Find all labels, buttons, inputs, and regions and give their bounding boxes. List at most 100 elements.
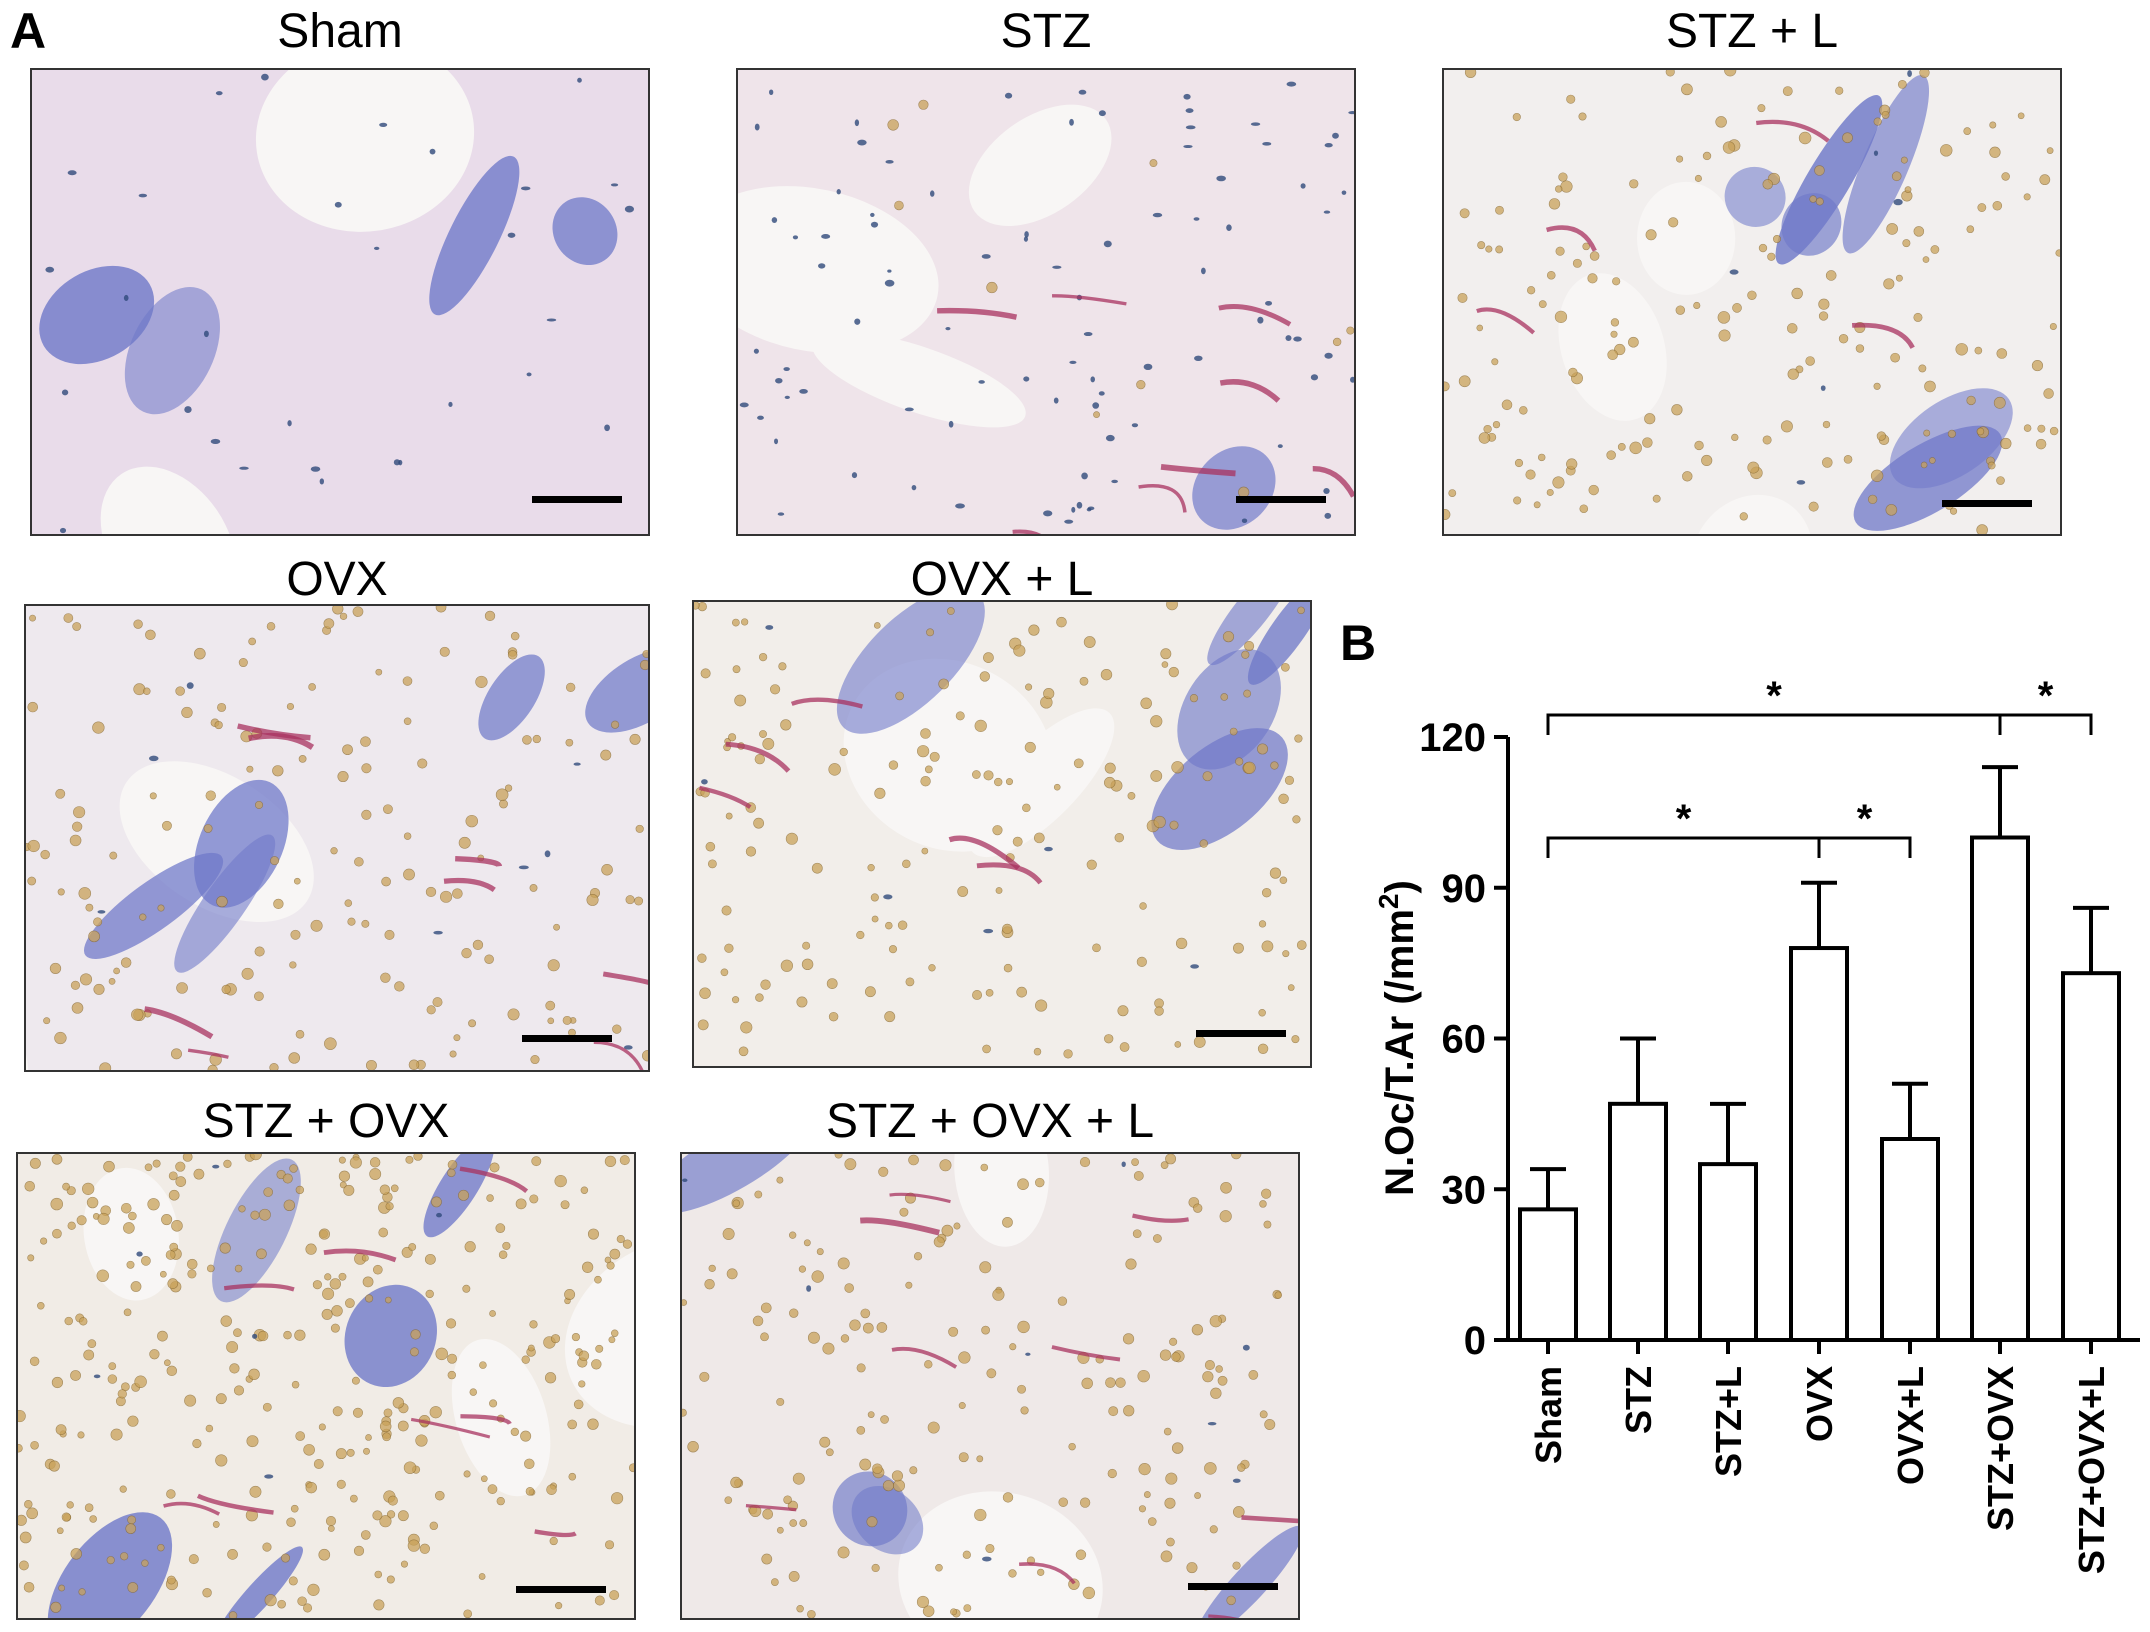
- blood-cell: [1757, 104, 1766, 113]
- blood-cell: [133, 683, 146, 696]
- blood-cell: [1996, 348, 2008, 359]
- marrow-space: [255, 70, 475, 232]
- blood-cell: [1259, 1410, 1268, 1419]
- blood-cell: [64, 1316, 73, 1326]
- blood-cell: [307, 1583, 320, 1596]
- blood-cell: [1171, 761, 1184, 774]
- blood-cell: [147, 1198, 160, 1211]
- blood-cell: [463, 1470, 471, 1478]
- blood-cell: [187, 1269, 197, 1279]
- blood-cell: [1681, 83, 1693, 96]
- blood-cell: [1219, 1210, 1232, 1223]
- blood-cell: [731, 618, 740, 627]
- blood-cell: [303, 1444, 315, 1456]
- blood-cell: [722, 1228, 735, 1240]
- cell-nucleus: [1207, 1422, 1217, 1426]
- blood-cell: [1210, 1387, 1222, 1399]
- blood-cell: [241, 967, 254, 980]
- cell-nucleus: [1098, 110, 1106, 117]
- blood-cell: [62, 1182, 70, 1191]
- blood-cell: [93, 983, 105, 995]
- blood-cell: [289, 1164, 298, 1173]
- blood-cell: [1257, 743, 1269, 755]
- blood-cell: [922, 1605, 935, 1617]
- osteoclast-stain: [790, 697, 863, 709]
- blood-cell: [1676, 155, 1684, 163]
- blood-cell: [166, 1365, 178, 1377]
- blood-cell: [1717, 311, 1731, 324]
- blood-cell: [1814, 165, 1825, 176]
- scale-bar: [532, 496, 622, 503]
- blood-cell: [979, 671, 990, 682]
- blood-cell: [141, 1255, 151, 1266]
- blood-cell: [85, 903, 94, 912]
- blood-cell: [1138, 1505, 1147, 1513]
- blood-cell: [1629, 179, 1639, 189]
- blood-cell: [1492, 420, 1501, 429]
- blood-cell: [282, 1173, 293, 1184]
- blood-cell: [50, 1197, 63, 1211]
- blood-cell: [484, 954, 494, 964]
- blood-cell: [789, 1519, 798, 1527]
- blood-cell: [283, 1330, 292, 1340]
- osteoclast-stain: [725, 741, 791, 773]
- blood-cell: [1798, 131, 1812, 145]
- cell-nucleus: [1081, 472, 1088, 480]
- blood-cell: [385, 1202, 394, 1211]
- blood-cell: [360, 736, 371, 747]
- blood-cell: [424, 1253, 436, 1265]
- blood-cell: [565, 738, 574, 747]
- cell-nucleus: [682, 1178, 688, 1183]
- blood-cell: [1220, 1181, 1232, 1194]
- blood-cell: [78, 1588, 86, 1596]
- blood-cell: [308, 683, 316, 691]
- blood-cell: [353, 1545, 365, 1556]
- blood-cell: [974, 719, 987, 732]
- cell-nucleus: [604, 424, 610, 432]
- blood-cell: [1772, 234, 1781, 243]
- blood-cell: [127, 1415, 139, 1427]
- blood-cell: [165, 1250, 176, 1260]
- blood-cell: [682, 1299, 688, 1306]
- blood-cell: [1346, 326, 1354, 335]
- marrow-space: [968, 708, 1115, 858]
- blood-cell: [726, 1268, 738, 1280]
- blood-cell: [1274, 1291, 1282, 1299]
- blood-cell: [935, 1563, 943, 1572]
- blood-cell: [897, 920, 908, 930]
- significance-star: *: [1766, 674, 1782, 718]
- blood-cell: [1086, 859, 1097, 870]
- blood-cell: [844, 1158, 857, 1171]
- blood-cell: [403, 868, 415, 881]
- blood-cell: [1082, 1586, 1096, 1600]
- bone-matrix-region: [39, 265, 155, 365]
- blood-cell: [1566, 458, 1578, 470]
- cell-nucleus: [911, 485, 917, 491]
- blood-cell: [496, 1496, 505, 1506]
- blood-cell: [400, 1560, 408, 1568]
- blood-cell: [37, 1302, 45, 1310]
- blood-cell: [899, 1207, 909, 1217]
- blood-cell: [1478, 432, 1491, 444]
- cell-nucleus: [1121, 1161, 1126, 1168]
- blood-cell: [1501, 399, 1513, 411]
- blood-cell: [233, 1385, 245, 1396]
- blood-cell: [2035, 438, 2047, 450]
- cell-nucleus: [1183, 93, 1191, 100]
- cell-nucleus: [1185, 108, 1194, 113]
- cell-nucleus: [870, 212, 875, 217]
- micrograph-stz-ovx: [16, 1152, 636, 1620]
- blood-cell: [825, 1448, 834, 1457]
- blood-cell: [1017, 1384, 1026, 1394]
- blood-cell: [1555, 246, 1565, 256]
- blood-cell: [1963, 127, 1972, 135]
- blood-cell: [108, 1362, 117, 1370]
- blood-cell: [1966, 395, 1976, 406]
- blood-cell: [780, 719, 792, 731]
- blood-cell: [379, 1420, 392, 1433]
- blood-cell: [130, 1281, 142, 1292]
- blood-cell: [1886, 223, 1898, 235]
- blood-cell: [515, 1198, 527, 1210]
- blood-cell: [927, 1421, 940, 1434]
- blood-cell: [1232, 942, 1244, 954]
